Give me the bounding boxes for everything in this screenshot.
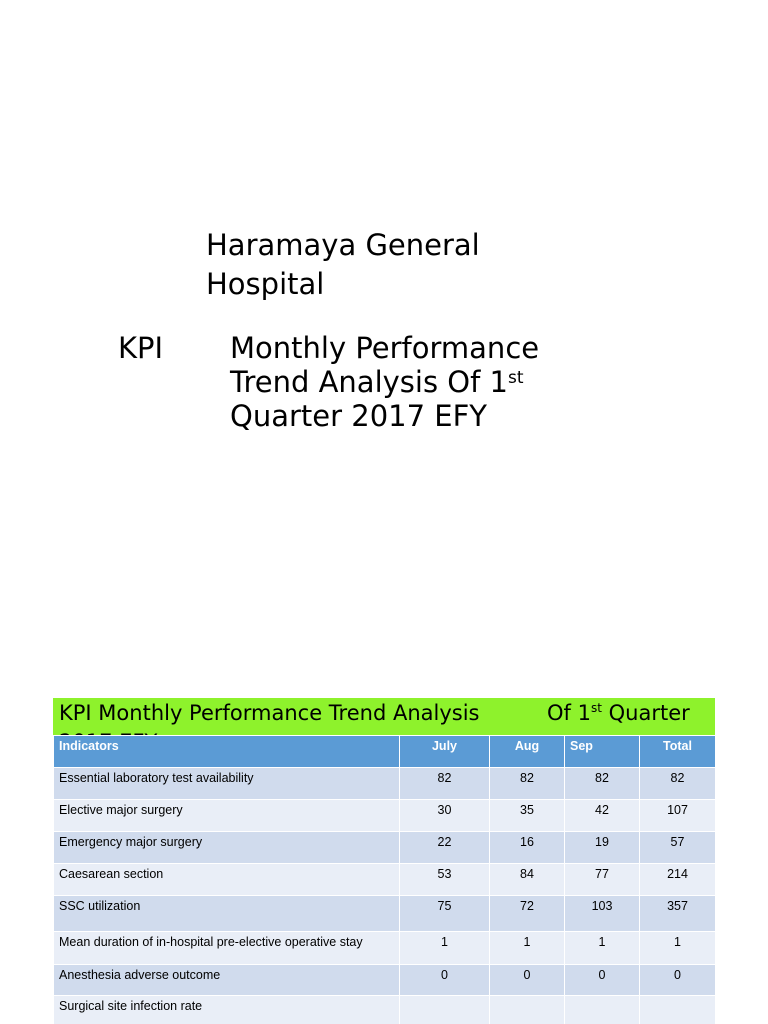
cell-aug: 35 <box>489 799 565 832</box>
cell-sep: 0 <box>564 964 640 996</box>
cell-indicator: Mean duration of in-hospital pre-electiv… <box>53 931 400 965</box>
cell-july: 82 <box>399 767 490 800</box>
cell-total: 357 <box>639 895 715 932</box>
header-july: July <box>399 735 490 768</box>
cell-indicator: Elective major surgery <box>53 799 400 832</box>
cell-july: 0 <box>399 964 490 996</box>
cell-sep: 77 <box>564 863 640 896</box>
cell-aug: 84 <box>489 863 565 896</box>
header-indicators: Indicators <box>53 735 400 768</box>
hospital-name-line1: Haramaya General <box>206 228 480 262</box>
table-title-line2: 2017 EFY <box>59 728 157 736</box>
cell-july: 53 <box>399 863 490 896</box>
cell-sep: 1 <box>564 931 640 965</box>
cell-sep: 82 <box>564 767 640 800</box>
subtitle-line1: Monthly Performance <box>230 331 540 365</box>
cell-aug: 1 <box>489 931 565 965</box>
hospital-name: Haramaya General Hospital <box>206 226 536 304</box>
subtitle-line2-sup: st <box>508 368 524 388</box>
cell-july: 75 <box>399 895 490 932</box>
kpi-table-section: KPI Monthly Performance Trend Analysis O… <box>53 698 715 1024</box>
table-title-part1: KPI Monthly Performance Trend Analysis <box>59 701 480 725</box>
table-title-part2-sup: st <box>590 701 602 715</box>
table-row: Emergency major surgery 22 16 19 57 <box>53 831 715 864</box>
cell-total: 82 <box>639 767 715 800</box>
cell-july <box>399 995 490 1024</box>
header-aug: Aug <box>489 735 565 768</box>
cell-july: 30 <box>399 799 490 832</box>
subtitle-line2: Trend Analysis Of 1st <box>230 365 590 399</box>
header-total: Total <box>639 735 715 768</box>
table-row: Caesarean section 53 84 77 214 <box>53 863 715 896</box>
cell-total: 107 <box>639 799 715 832</box>
cell-total: 214 <box>639 863 715 896</box>
cell-sep <box>564 995 640 1024</box>
hospital-name-line2: Hospital <box>206 267 325 301</box>
cell-sep: 19 <box>564 831 640 864</box>
subtitle-line3: Quarter 2017 EFY <box>230 399 487 433</box>
cell-total: 0 <box>639 964 715 996</box>
cell-sep: 103 <box>564 895 640 932</box>
cell-aug: 16 <box>489 831 565 864</box>
cell-aug: 82 <box>489 767 565 800</box>
cell-indicator: Essential laboratory test availability <box>53 767 400 800</box>
cell-july: 1 <box>399 931 490 965</box>
table-title-part2: Of 1st Quarter <box>547 699 690 728</box>
table-title-part2-end: Quarter <box>601 701 690 725</box>
cell-july: 22 <box>399 831 490 864</box>
cell-indicator: Surgical site infection rate <box>53 995 400 1024</box>
cell-total: 1 <box>639 931 715 965</box>
header-sep: Sep <box>564 735 640 768</box>
cell-indicator: Caesarean section <box>53 863 400 896</box>
kpi-table: Indicators July Aug Sep Total Essential … <box>53 735 715 1024</box>
cell-aug: 0 <box>489 964 565 996</box>
table-row: Essential laboratory test availability 8… <box>53 767 715 800</box>
table-row: SSC utilization 75 72 103 357 <box>53 895 715 932</box>
cell-sep: 42 <box>564 799 640 832</box>
cell-indicator: Emergency major surgery <box>53 831 400 864</box>
table-row: Elective major surgery 30 35 42 107 <box>53 799 715 832</box>
cell-aug: 72 <box>489 895 565 932</box>
cell-aug <box>489 995 565 1024</box>
subtitle-line2-text: Trend Analysis Of 1 <box>230 365 508 399</box>
kpi-label: KPI <box>118 331 164 365</box>
table-row: Anesthesia adverse outcome 0 0 0 0 <box>53 964 715 996</box>
cell-total <box>639 995 715 1024</box>
table-header-row: Indicators July Aug Sep Total <box>53 735 715 768</box>
table-row: Mean duration of in-hospital pre-electiv… <box>53 931 715 965</box>
table-title-part2-text: Of 1 <box>547 701 591 725</box>
cell-indicator: SSC utilization <box>53 895 400 932</box>
table-title-band: KPI Monthly Performance Trend Analysis O… <box>53 698 715 736</box>
cell-indicator: Anesthesia adverse outcome <box>53 964 400 996</box>
table-row: Surgical site infection rate <box>53 995 715 1024</box>
slide-subtitle: Monthly Performance Trend Analysis Of 1s… <box>230 331 590 433</box>
cell-total: 57 <box>639 831 715 864</box>
